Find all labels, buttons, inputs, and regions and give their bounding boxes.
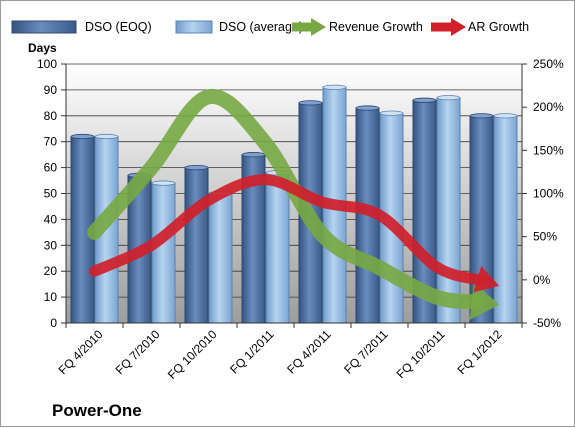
- y-tick-label-80: 80: [44, 109, 58, 123]
- x-tick-label-7: FQ 1/2012: [455, 327, 505, 377]
- bar-cap-dso-average-5: [379, 110, 404, 116]
- line-ar-growth: [89, 174, 486, 286]
- line-revenue-growth: [87, 89, 484, 310]
- y2-tick-label-3: 100%: [533, 187, 564, 201]
- y2-tick-label-5: 200%: [533, 100, 564, 114]
- legend-item-ar-growth: AR Growth: [431, 18, 529, 36]
- y-tick-label-60: 60: [44, 161, 58, 175]
- bar-dso-average-1: [151, 182, 176, 324]
- y2-tick-label-6: 250%: [533, 57, 564, 71]
- y2-tick-label-2: 50%: [533, 230, 557, 244]
- x-tick-label-0: FQ 4/2010: [56, 327, 106, 377]
- bar-cap-dso-eoq-6: [412, 97, 437, 103]
- y-tick-label-50: 50: [44, 187, 58, 201]
- y-axis-ticks: 0 10 20 30 40 50 60 70 80 90 100: [37, 57, 66, 330]
- x-tick-label-6: FQ 10/2011: [394, 327, 448, 381]
- bar-dso-eoq-2: [184, 167, 209, 324]
- x-tick-label-3: FQ 1/2011: [227, 327, 277, 377]
- bar-cap-dso-eoq-4: [298, 100, 323, 106]
- y2-tick-label-4: 150%: [533, 143, 564, 157]
- x-tick-label-4: FQ 4/2011: [284, 327, 334, 377]
- legend-item-revenue-growth: Revenue Growth: [292, 18, 423, 36]
- y-tick-label-10: 10: [44, 290, 58, 304]
- bar-cap-dso-average-1: [151, 180, 176, 186]
- y-tick-label-0: 0: [50, 316, 57, 330]
- x-tick-label-1: FQ 7/2010: [113, 327, 163, 377]
- legend-item-dso-eoq: DSO (EOQ): [11, 20, 152, 34]
- legend-label-revenue-growth: Revenue Growth: [329, 20, 423, 34]
- bar-cap-dso-eoq-2: [184, 165, 209, 171]
- arrowhead-revenue-growth: [469, 282, 500, 320]
- bar-dso-average-6: [436, 97, 461, 324]
- legend-label-dso-average: DSO (average): [219, 20, 303, 34]
- x-tick-label-2: FQ 10/2010: [165, 327, 220, 382]
- y-tick-label-30: 30: [44, 238, 58, 252]
- legend: DSO (EOQ) DSO (average) Revenue Growth A…: [11, 18, 529, 36]
- y-tick-label-40: 40: [44, 212, 58, 226]
- y-tick-label-20: 20: [44, 264, 58, 278]
- bar-cap-dso-average-6: [436, 95, 461, 101]
- bar-cap-dso-average-7: [493, 113, 518, 119]
- legend-item-dso-average: DSO (average): [175, 20, 303, 34]
- bar-cap-dso-eoq-0: [70, 133, 95, 140]
- y-axis-title: Days: [28, 41, 57, 55]
- legend-label-dso-eoq: DSO (EOQ): [85, 20, 152, 34]
- y-tick-label-100: 100: [37, 57, 57, 71]
- legend-label-ar-growth: AR Growth: [468, 20, 529, 34]
- x-tick-label-5: FQ 7/2011: [341, 327, 391, 377]
- bar-cap-dso-average-0: [94, 133, 119, 140]
- y-tick-label-90: 90: [44, 83, 58, 97]
- y2-axis-ticks: -50% 0% 50% 100% 150% 200% 250%: [522, 57, 564, 330]
- y-tick-label-70: 70: [44, 135, 58, 149]
- y2-tick-label-0: -50%: [533, 316, 561, 330]
- y2-tick-label-1: 0%: [533, 273, 551, 287]
- bar-dso-average-7: [493, 115, 518, 324]
- bar-cap-dso-eoq-7: [469, 113, 494, 119]
- bar-dso-average-2: [208, 193, 233, 324]
- bar-cap-dso-average-4: [322, 84, 347, 90]
- bar-cap-dso-eoq-3: [241, 152, 266, 158]
- company-name: Power-One: [52, 401, 142, 420]
- bar-dso-average-3: [265, 172, 290, 324]
- bar-cap-dso-eoq-5: [355, 105, 380, 111]
- x-axis-ticks: FQ 4/2010 FQ 7/2010 FQ 10/2010 FQ 1/2011 FQ …: [56, 323, 523, 382]
- growth-lines: [87, 89, 500, 320]
- arrowhead-ar-growth: [473, 266, 500, 293]
